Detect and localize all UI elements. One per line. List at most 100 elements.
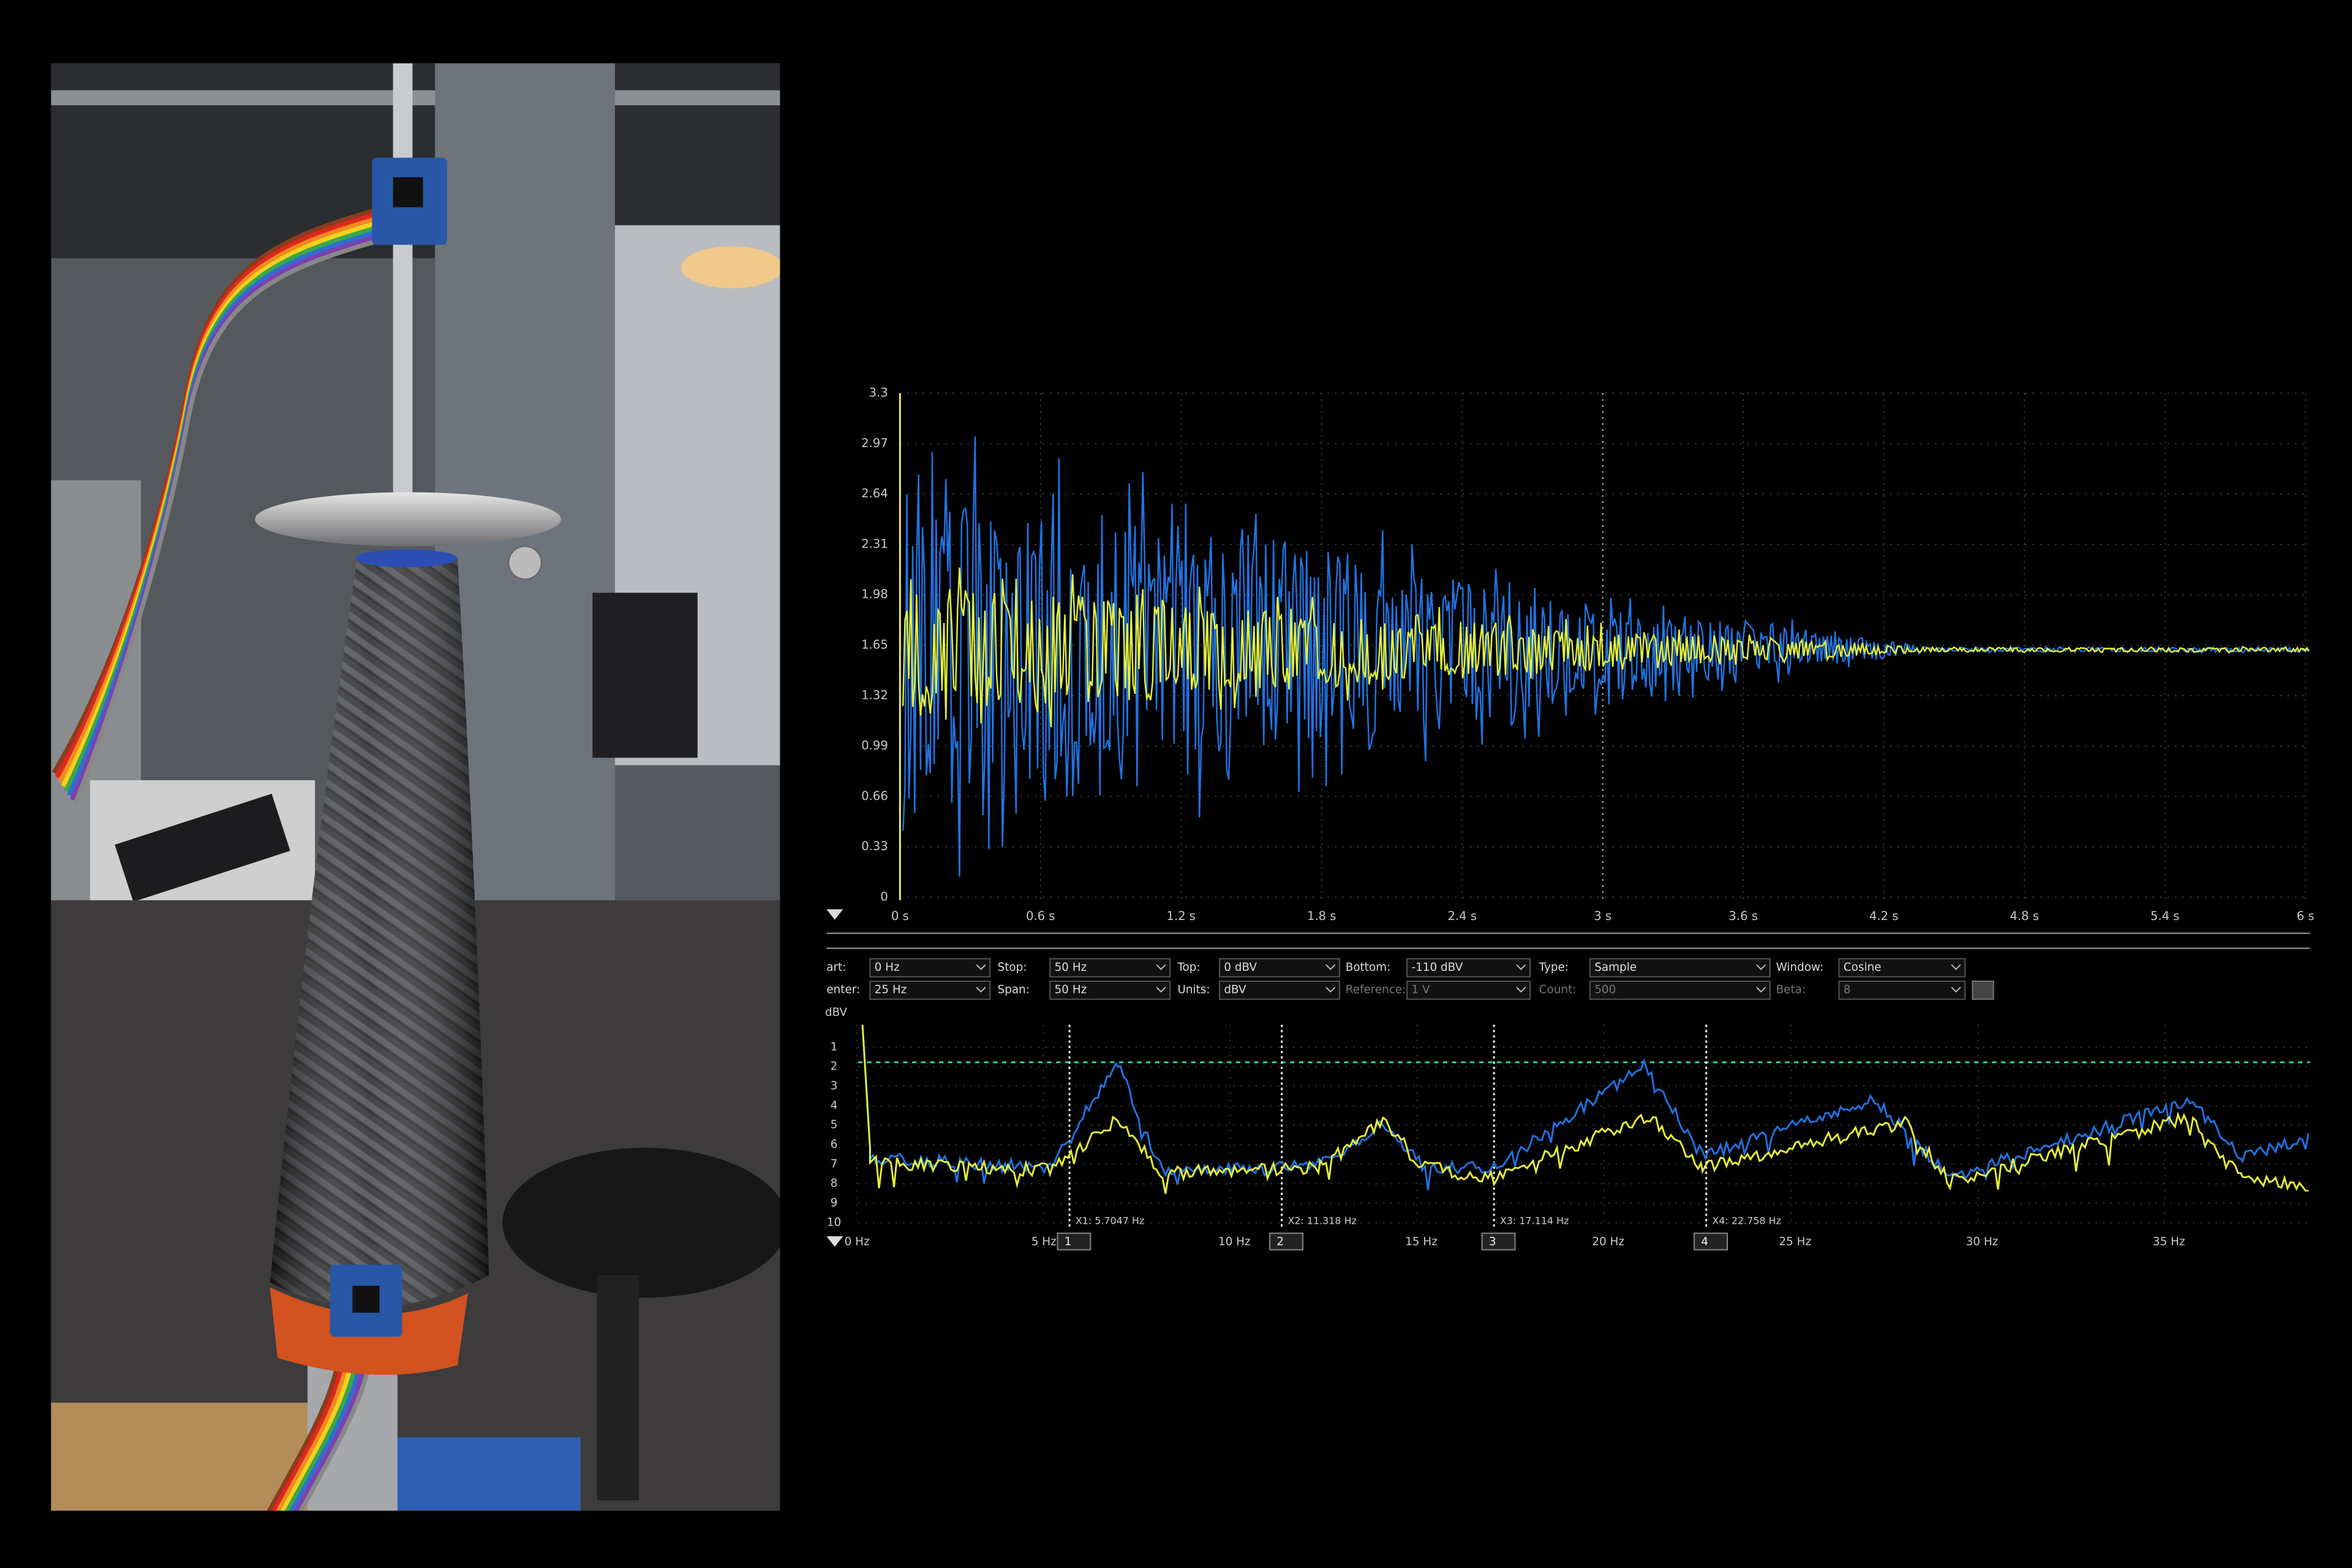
x-tick-label: 4.8 s — [2010, 909, 2039, 923]
y-tick-label: 2 — [831, 1060, 838, 1073]
stool-seat — [502, 1147, 780, 1298]
y-tick-label: 1.65 — [861, 638, 888, 652]
control-label: Count: — [1539, 984, 1577, 997]
dropdown[interactable] — [1049, 958, 1171, 978]
y-tick-label: 3.3 — [869, 386, 888, 400]
dropdown-arrow — [1756, 987, 1766, 993]
y-tick-label: 5 — [831, 1118, 838, 1131]
dropdown[interactable] — [869, 958, 991, 978]
x-tick-label: 1.8 s — [1307, 909, 1336, 923]
y-tick-label: 4 — [831, 1099, 838, 1112]
dropdown-value: Sample — [1594, 961, 1637, 974]
sensor-chip — [352, 1286, 380, 1313]
y-tick-label: 2.97 — [861, 436, 888, 450]
cursor-label: X3: 17.114 Hz — [1500, 1215, 1569, 1226]
x-tick-label: 35 Hz — [2153, 1235, 2185, 1248]
dropdown[interactable] — [1219, 981, 1340, 1000]
plot-area — [900, 393, 2310, 900]
dropdown-value: 50 Hz — [1055, 961, 1087, 974]
dropdown-arrow — [976, 964, 986, 970]
x-tick-label: 3.6 s — [1728, 909, 1758, 923]
dropdown-value: 25 Hz — [875, 984, 907, 997]
x-tick-label: 10 Hz — [1218, 1235, 1251, 1248]
cursor-marker-label: 1 — [1065, 1235, 1072, 1248]
waveform — [902, 436, 2310, 877]
x-tick-label: 5.4 s — [2150, 909, 2180, 923]
cursor-marker-label: 4 — [1701, 1235, 1708, 1248]
control-label: Top: — [1177, 961, 1200, 974]
cursor-marker-label: 3 — [1489, 1235, 1496, 1248]
x-tick-label: 0 s — [891, 909, 909, 923]
ceiling-beam — [51, 90, 780, 105]
control-label: Beta: — [1776, 984, 1806, 997]
control-label: Units: — [1177, 984, 1210, 997]
stool-leg — [597, 1275, 639, 1501]
dropdown-value: 1 V — [1411, 984, 1430, 997]
lamp — [680, 246, 780, 288]
scroll-marker — [826, 909, 843, 920]
x-tick-label: 6 s — [2297, 909, 2315, 923]
dropdown[interactable] — [1589, 958, 1771, 978]
dropdown-value: -110 dBV — [1411, 961, 1463, 974]
x-tick-label: 0 Hz — [845, 1235, 870, 1248]
dropdown[interactable] — [1049, 981, 1171, 1000]
x-tick-label: 5 Hz — [1031, 1235, 1057, 1248]
dropdown[interactable] — [1838, 958, 1966, 978]
cursor-label: X4: 22.758 Hz — [1713, 1215, 1781, 1226]
dropdown-arrow — [1516, 964, 1526, 970]
y-tick-label: 1.32 — [861, 688, 888, 702]
dropdown[interactable] — [1406, 958, 1531, 978]
photo — [51, 63, 780, 1511]
x-tick-label: 2.4 s — [1447, 909, 1477, 923]
control-label: Type: — [1539, 961, 1569, 974]
control-label: Bottom: — [1346, 961, 1391, 974]
cursor-marker[interactable] — [1694, 1232, 1728, 1251]
guard-disk — [255, 492, 561, 546]
control-label: Span: — [998, 984, 1030, 997]
y-tick-label: 10 — [827, 1216, 841, 1229]
y-tick-label: 0.33 — [861, 839, 888, 853]
y-tick-label: 9 — [831, 1196, 838, 1209]
control-label: Reference: — [1346, 984, 1406, 997]
dropdown-arrow — [1516, 987, 1526, 993]
rod — [393, 63, 413, 513]
cursor-marker-label: 2 — [1276, 1235, 1284, 1248]
unit-label: dBV — [825, 1006, 848, 1019]
x-tick-label: 1.2 s — [1167, 909, 1196, 923]
x-tick-label: 20 Hz — [1592, 1235, 1624, 1248]
cursor-marker[interactable] — [1269, 1232, 1303, 1251]
cone-shade — [270, 558, 489, 1308]
dropdown[interactable] — [1838, 981, 1966, 1000]
cursor-marker[interactable] — [1057, 1232, 1091, 1251]
x-tick-label: 4.2 s — [1869, 909, 1899, 923]
table — [51, 1403, 322, 1511]
y-tick-label: 8 — [831, 1177, 838, 1190]
x-tick-label: 3 s — [1594, 909, 1611, 923]
y-tick-label: 6 — [831, 1138, 838, 1151]
x-tick-label: 25 Hz — [1779, 1235, 1811, 1248]
y-tick-label: 2.31 — [861, 537, 888, 551]
connector — [507, 545, 543, 580]
apply-button[interactable] — [1972, 981, 1994, 1000]
clamp — [393, 1437, 581, 1511]
cursor-marker[interactable] — [1481, 1232, 1516, 1251]
dropdown-arrow — [1951, 987, 1961, 993]
control-label: enter: — [826, 984, 860, 997]
y-tick-label: 0 — [880, 889, 888, 903]
dropdown[interactable] — [1219, 958, 1340, 978]
dropdown-arrow — [1325, 987, 1336, 993]
cursor-label: X2: 11.318 Hz — [1287, 1215, 1356, 1226]
dropdown-arrow — [1951, 964, 1961, 970]
control-label: Window: — [1776, 961, 1824, 974]
dropdown-value: Cosine — [1844, 961, 1882, 974]
control-label: Stop: — [998, 961, 1027, 974]
dropdown-value: 0 dBV — [1224, 961, 1257, 974]
keyboard — [115, 793, 290, 902]
dropdown[interactable] — [869, 981, 991, 1000]
sensor-chip — [393, 177, 423, 208]
dropdown[interactable] — [1589, 981, 1771, 1000]
waveform — [902, 567, 2310, 728]
dropdown-value: 500 — [1594, 984, 1616, 997]
dropdown[interactable] — [1406, 981, 1531, 1000]
